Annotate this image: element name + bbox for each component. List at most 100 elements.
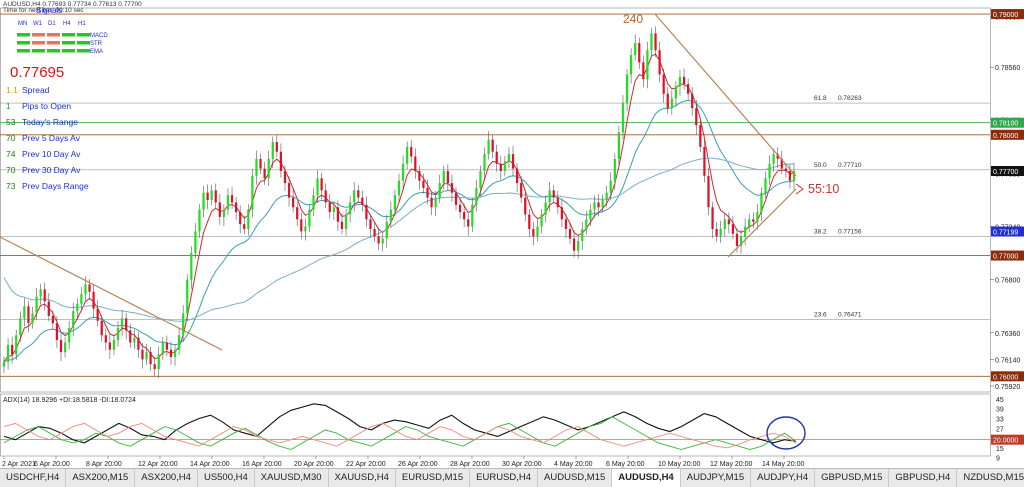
symbol-tab[interactable]: AUDJPY,M15: [681, 469, 752, 487]
candle-body: [112, 340, 116, 350]
candle-body: [141, 349, 144, 360]
symbol-tab[interactable]: NZDUSD,M15: [957, 469, 1024, 487]
candle-body: [385, 221, 388, 239]
moving-average-line: [3, 157, 795, 322]
candle-body: [784, 168, 787, 172]
price-tag-label: 0.77000: [993, 254, 1018, 261]
candle-body: [332, 207, 335, 213]
symbol-tab[interactable]: AUDUSD,M15: [538, 469, 613, 487]
candle-body: [577, 241, 580, 251]
candle-body: [691, 93, 694, 109]
candle-body: [31, 313, 34, 324]
adx-tick-label: 27: [996, 426, 1004, 433]
candle-body: [173, 349, 177, 357]
candle-body: [226, 195, 230, 210]
signal-indicator: [47, 33, 60, 37]
price-tag-label: 0.78100: [993, 121, 1018, 128]
time-tick-label: 16 Apr 20:00: [242, 461, 282, 468]
candle-body: [353, 190, 356, 203]
adx-tick-label: 33: [996, 416, 1004, 423]
time-tick-label: 8 Apr 20:00: [86, 461, 122, 468]
info-label: Today's Range: [22, 117, 78, 127]
candle-body: [727, 219, 730, 225]
candle-body: [629, 55, 633, 75]
symbol-tab[interactable]: GBPUSD,M15: [815, 469, 890, 487]
candle-body: [308, 209, 311, 227]
candle-body: [515, 168, 519, 184]
candle-body: [650, 33, 653, 51]
time-tick-label: 28 Apr 20:00: [450, 461, 490, 468]
candle-body: [695, 108, 698, 126]
fib-ratio-label: 61.8: [814, 95, 827, 102]
candle-body: [255, 158, 258, 176]
signal-timeframe-label: H1: [78, 21, 86, 27]
candle-body: [768, 163, 771, 179]
signal-indicator: [17, 49, 30, 53]
price-tick-label: 0.76140: [995, 357, 1020, 364]
candle-body: [230, 195, 234, 203]
signals-title: Signals: [36, 6, 62, 15]
info-value: 53: [6, 117, 16, 127]
candle-body: [581, 228, 584, 242]
adx-pane-border: [0, 393, 991, 457]
candle-body: [731, 224, 735, 234]
triangle-label: 55:10: [808, 182, 839, 196]
price-tick-label: 0.76360: [995, 331, 1020, 338]
candle-body: [414, 156, 417, 172]
symbol-header: AUDUSD,H4 0.77693 0.77734 0.77613 0.7770…: [3, 1, 142, 8]
candle-body: [446, 171, 449, 184]
candle-body: [528, 214, 531, 229]
candle-body: [72, 311, 75, 328]
candle-body: [609, 180, 612, 193]
info-value: 70: [6, 165, 16, 175]
adx-header: ADX(14) 18.9296 +DI:18.5818 -DI:18.0724: [3, 397, 136, 404]
info-value: 74: [6, 149, 16, 159]
candle-body: [80, 294, 83, 304]
candle-body: [267, 158, 270, 179]
candle-body: [467, 219, 470, 227]
candle-body: [642, 62, 645, 80]
signal-timeframe-label: H4: [63, 21, 71, 27]
candle-body: [552, 190, 555, 198]
symbol-tab[interactable]: US500,H4: [198, 469, 255, 487]
candle-body: [234, 202, 238, 213]
candle-body: [589, 209, 592, 220]
candle-body: [540, 214, 543, 227]
candle-body: [532, 228, 535, 237]
candle-body: [401, 163, 405, 181]
symbol-tab[interactable]: AUDUSD,H4: [612, 469, 681, 487]
candle-body: [239, 212, 242, 225]
candle-body: [454, 192, 458, 205]
fib-price-label: 0.76471: [838, 311, 862, 318]
time-tick-label: 20 Apr 20:00: [294, 461, 334, 468]
signal-indicator: [77, 49, 90, 53]
candle-body: [324, 190, 327, 203]
symbol-tab[interactable]: EURUSD,H4: [470, 469, 539, 487]
symbol-tab[interactable]: AUDJPY,H4: [751, 469, 816, 487]
price-tag: [991, 129, 1024, 140]
candle-body: [202, 192, 205, 210]
symbol-tab[interactable]: ASX200,M15: [66, 469, 136, 487]
symbol-tab[interactable]: USDCHF,H4: [0, 469, 67, 487]
candle-body: [76, 303, 79, 312]
time-tick-label: 6 Apr 20:00: [34, 461, 70, 468]
candle-body: [524, 197, 527, 215]
signal-timeframe-label: D1: [48, 21, 56, 27]
candle-body: [381, 238, 384, 244]
symbol-tab[interactable]: EURUSD,M15: [396, 469, 471, 487]
candle-body: [422, 180, 425, 188]
adx-level-tag-label: 20.0000: [993, 438, 1018, 445]
symbol-tab[interactable]: XAUUSD,M30: [255, 469, 329, 487]
symbol-tab[interactable]: ASX200,H4: [135, 469, 198, 487]
adx-series-line: [3, 422, 797, 449]
candle-body: [625, 74, 629, 104]
candle-body: [373, 228, 376, 237]
signal-indicator: [62, 41, 75, 45]
candle-body: [11, 344, 14, 355]
candle-body: [51, 315, 54, 324]
candle-body: [104, 335, 107, 343]
symbol-tab[interactable]: GBPUSD,H4: [889, 469, 958, 487]
candle-body: [23, 306, 26, 319]
symbol-tab[interactable]: XAUUSD,H4: [329, 469, 396, 487]
candle-body: [442, 171, 445, 184]
